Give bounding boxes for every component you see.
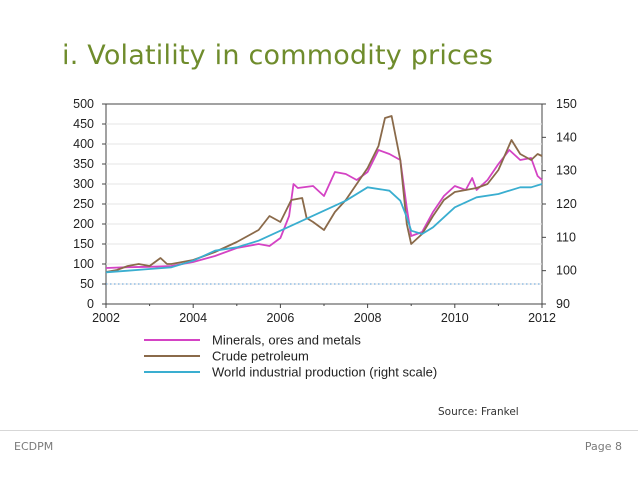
axis-ticks: 0 50 100 150 200 250 300 350 400 450 500 90 100 110 12… [73, 97, 577, 325]
left-tick-label-500: 500 [73, 97, 94, 111]
slide-title: i. Volatility in commodity prices [62, 40, 494, 71]
left-tick-label-250: 250 [73, 197, 94, 211]
page-number: Page 8 [584, 440, 622, 453]
x-tick-label-2008: 2008 [354, 311, 382, 325]
left-tick-label-100: 100 [73, 257, 94, 271]
left-tick-label-450: 450 [73, 117, 94, 131]
right-tick-label-130: 130 [556, 164, 577, 178]
left-tick-label-0: 0 [87, 297, 94, 311]
series-line-world-industrial-production-right-scale [105, 183, 543, 274]
right-tick-label-140: 140 [556, 130, 577, 144]
left-tick-label-200: 200 [73, 217, 94, 231]
left-tick-label-350: 350 [73, 157, 94, 171]
source-note: Source: Frankel [438, 406, 519, 418]
x-tick-label-2010: 2010 [441, 311, 469, 325]
left-tick-label-300: 300 [73, 177, 94, 191]
series-lines [105, 115, 543, 274]
legend-label-world-industrial-production-right-scale: World industrial production (right scale… [212, 365, 437, 380]
right-tick-label-100: 100 [556, 264, 577, 278]
series-line-minerals-ores-and-metals [105, 149, 543, 269]
legend-label-crude-petroleum: Crude petroleum [212, 349, 309, 364]
right-tick-label-120: 120 [556, 197, 577, 211]
gridlines [106, 123, 542, 285]
x-tick-label-2006: 2006 [266, 311, 294, 325]
left-tick-label-50: 50 [80, 277, 94, 291]
left-tick-label-400: 400 [73, 137, 94, 151]
right-tick-label-110: 110 [556, 230, 576, 244]
left-tick-label-150: 150 [73, 237, 94, 251]
x-tick-label-2012: 2012 [528, 311, 556, 325]
x-tick-label-2002: 2002 [92, 311, 120, 325]
x-tick-label-2004: 2004 [179, 311, 207, 325]
legend-label-minerals-ores-and-metals: Minerals, ores and metals [212, 333, 361, 348]
footer-divider [0, 430, 638, 431]
right-tick-label-90: 90 [556, 297, 570, 311]
right-tick-label-150: 150 [556, 97, 577, 111]
footer-organization: ECDPM [14, 440, 54, 453]
